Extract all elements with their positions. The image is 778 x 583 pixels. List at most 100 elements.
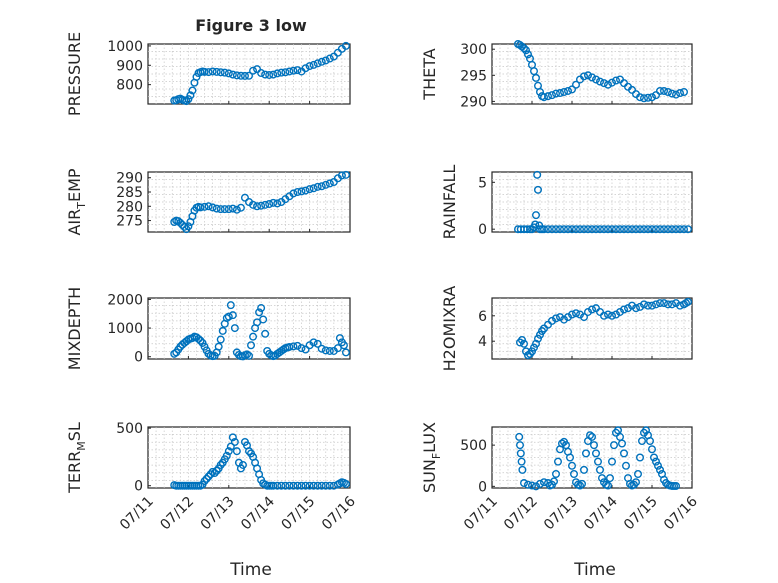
data-point <box>531 220 540 229</box>
data-point <box>672 299 681 308</box>
data-point <box>578 479 587 488</box>
data-point <box>249 66 258 75</box>
data-point <box>648 301 657 310</box>
data-point <box>608 457 617 466</box>
data-point <box>648 93 657 102</box>
data-point <box>530 343 539 352</box>
data-point <box>672 225 681 234</box>
y-tick-label: 290 <box>460 94 487 110</box>
x-tick-label: 07/16 <box>319 493 359 533</box>
data-point <box>226 301 235 310</box>
data-point <box>530 67 539 76</box>
x-tick-label: 07/14 <box>581 493 621 533</box>
data-point <box>228 204 237 213</box>
data-point <box>636 93 645 102</box>
panel-pressure: 800 900 1000 PRESSURE <box>65 32 351 116</box>
data-point <box>325 179 334 188</box>
data-point <box>608 78 617 87</box>
data-point <box>305 481 314 490</box>
data-point <box>309 338 318 347</box>
data-point <box>313 481 322 490</box>
data-point <box>277 481 286 490</box>
data-point <box>309 184 318 193</box>
data-point <box>273 481 282 490</box>
data-point <box>240 193 249 202</box>
data-point <box>592 225 601 234</box>
data-point <box>582 449 591 458</box>
data-point <box>680 225 689 234</box>
data-point <box>540 93 549 102</box>
data-point <box>632 478 641 487</box>
data-point <box>224 312 233 321</box>
data-point <box>285 67 294 76</box>
data-point <box>588 225 597 234</box>
data-point <box>518 335 527 344</box>
y-tick-label: 6 <box>478 309 487 325</box>
data-point <box>265 70 274 79</box>
y-axis-label: PRESSURE <box>65 32 84 116</box>
data-point <box>339 341 348 350</box>
data-point <box>244 351 253 360</box>
data-point <box>321 56 330 65</box>
data-point <box>556 225 565 234</box>
data-point <box>548 316 557 325</box>
data-point <box>564 225 573 234</box>
data-point <box>596 77 605 86</box>
data-point <box>321 180 330 189</box>
data-point <box>652 300 661 309</box>
data-point <box>210 469 219 478</box>
y-tick-label: 280 <box>116 199 143 215</box>
data-point <box>568 461 577 470</box>
data-point <box>640 225 649 234</box>
data-point <box>656 86 665 95</box>
y-axis-label: H2OMIXRA <box>440 286 459 372</box>
data-point <box>560 315 569 324</box>
data-point <box>628 85 637 94</box>
data-point <box>608 225 617 234</box>
data-point <box>261 70 270 79</box>
data-point <box>632 225 641 234</box>
y-axis-label: TERRMSL <box>65 422 88 494</box>
data-point <box>228 70 237 79</box>
x-tick-label: 07/11 <box>117 494 157 534</box>
data-point <box>652 91 661 100</box>
data-point <box>242 350 251 359</box>
data-point <box>654 461 663 470</box>
data-point <box>660 86 669 95</box>
data-point <box>325 54 334 63</box>
data-point <box>204 202 213 211</box>
data-point <box>202 474 211 483</box>
data-point <box>536 479 545 488</box>
data-point <box>321 346 330 355</box>
data-point <box>650 453 659 462</box>
data-point <box>522 46 531 55</box>
data-point <box>232 71 241 80</box>
data-point <box>568 310 577 319</box>
data-point <box>668 225 677 234</box>
data-point <box>644 93 653 102</box>
data-point <box>680 87 689 96</box>
data-point <box>528 347 537 356</box>
data-point <box>636 453 645 462</box>
data-point <box>524 50 533 59</box>
data-point <box>337 171 346 180</box>
data-point <box>564 86 573 95</box>
data-point <box>588 432 597 441</box>
data-point <box>293 481 302 490</box>
data-point <box>257 304 266 313</box>
data-point <box>269 70 278 79</box>
data-point <box>200 202 209 211</box>
data-point <box>335 334 344 343</box>
y-tick-label: 285 <box>116 185 143 201</box>
data-point <box>230 324 239 333</box>
data-point <box>520 339 529 348</box>
data-point <box>636 225 645 234</box>
data-point <box>560 225 569 234</box>
data-point <box>176 218 185 227</box>
x-axis-label-left: Time <box>229 560 272 580</box>
panel-sun_flux: 0 500 07/11 07/12 07/13 07/14 07/15 07/16 SUNFLU… <box>420 422 701 533</box>
data-point <box>672 481 681 490</box>
data-point <box>576 310 585 319</box>
data-point <box>648 445 657 454</box>
